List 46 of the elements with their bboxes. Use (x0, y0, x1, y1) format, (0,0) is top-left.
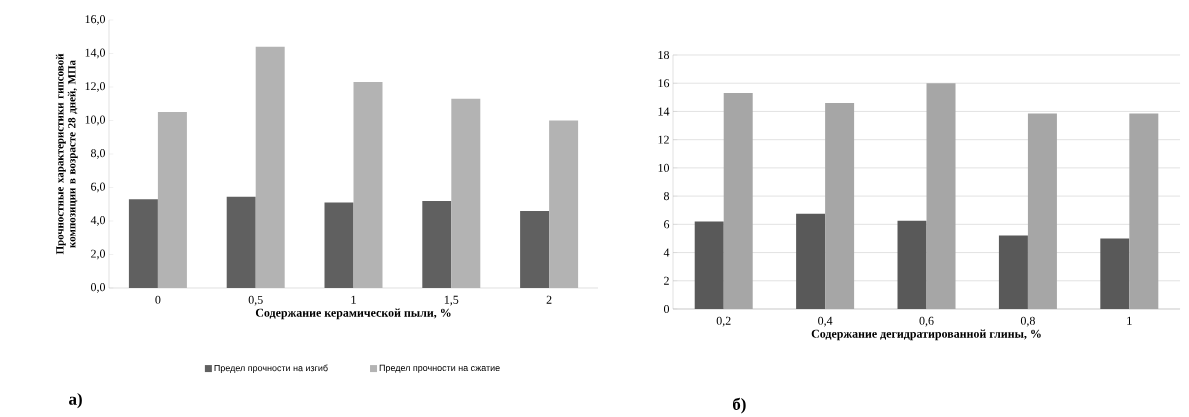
y-tick-label: 16 (658, 79, 670, 88)
legend-label: Предел прочности на сжатие (379, 364, 500, 373)
y-tick-label: 16,0 (85, 15, 106, 26)
y-tick-label: 18 (658, 51, 670, 60)
y-tick-label: 14 (658, 107, 670, 116)
x-tick-label: 1 (351, 295, 356, 304)
x-axis-title: Содержание дегидратированной глины, % (811, 329, 1041, 341)
bar (128, 199, 158, 289)
x-tick-label: 1,5 (444, 295, 459, 306)
y-tick-label: 2 (664, 276, 669, 285)
y-axis-title: Прочностные характеристики гипсовой композиции в возрасте 28 дней, МПа (55, 53, 78, 255)
y-tick-label: 4 (663, 248, 670, 257)
x-tick-label: 0,4 (818, 316, 833, 327)
x-tick-label: 0 (155, 295, 161, 304)
y-tick-label: 0,0 (90, 283, 106, 294)
y-tick-label: 14,0 (85, 48, 106, 59)
bar (796, 213, 826, 310)
y-tick-label: 10,0 (85, 115, 106, 126)
y-tick-label: 8,0 (90, 149, 106, 160)
x-tick-label: 0,5 (248, 295, 263, 306)
bar (520, 211, 550, 289)
y-tick-label: 4,0 (90, 216, 106, 227)
x-tick-label: 1 (1127, 316, 1132, 325)
x-tick-label: 0,8 (1020, 316, 1035, 327)
legend-label: Предел прочности на изгиб (214, 364, 328, 374)
bar (998, 235, 1028, 310)
bar (422, 201, 452, 289)
y-tick-label: 0 (663, 305, 670, 314)
x-tick-label: 2 (546, 295, 552, 304)
y-tick-label: 6 (664, 220, 670, 229)
x-tick-label: 0,6 (919, 316, 934, 327)
y-tick-label: 12 (658, 135, 669, 144)
x-axis-title: Содержание керамической пыли, % (255, 308, 451, 320)
y-tick-label: 6,0 (91, 182, 106, 193)
y-tick-label: 10 (658, 163, 670, 173)
bar (324, 202, 354, 289)
text: б) (732, 397, 746, 414)
y-tick-label: 8 (663, 192, 670, 201)
bar (897, 220, 927, 310)
bar (694, 221, 724, 310)
bar (226, 196, 256, 289)
text: а) (69, 393, 82, 409)
bar (1100, 238, 1130, 310)
y-tick-label: 12,0 (85, 82, 106, 93)
x-tick-label: 0,2 (716, 316, 731, 327)
y-tick-label: 2,0 (91, 249, 106, 260)
